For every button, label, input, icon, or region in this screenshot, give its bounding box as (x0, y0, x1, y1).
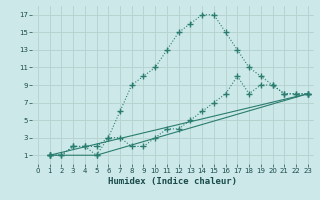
X-axis label: Humidex (Indice chaleur): Humidex (Indice chaleur) (108, 177, 237, 186)
